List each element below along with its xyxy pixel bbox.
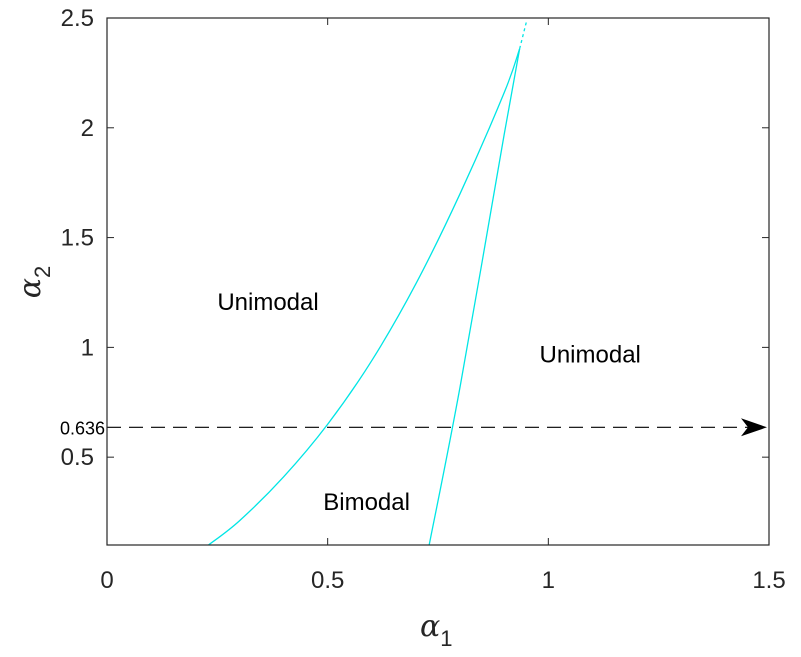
y-axis-label: α2 (13, 266, 55, 299)
y-tick-label: 1 (81, 334, 94, 361)
y-tick-label: 2.5 (61, 5, 94, 32)
reference-layer: 0.636 (60, 418, 767, 438)
series-line-2 (428, 48, 521, 546)
tick-layer: 0 0.5 1 1.5 0.5 1 1.5 2 2.5 (61, 5, 786, 594)
reference-arrowhead (741, 418, 767, 437)
y-tick-label: 0.5 (61, 444, 94, 471)
x-tick-label: 0.5 (311, 567, 344, 594)
axes-box (106, 17, 770, 546)
x-axis-label: α1 (420, 609, 453, 651)
series-line-1 (208, 48, 521, 546)
plot-area (107, 18, 769, 545)
annotation-layer: Unimodal Unimodal Bimodal (217, 289, 641, 516)
series-layer (208, 22, 527, 546)
region-label-unimodal: Unimodal (217, 289, 318, 316)
x-tick-label: 1.5 (752, 567, 785, 594)
series-line-3 (519, 22, 527, 49)
y-tick-label: 2 (81, 115, 94, 142)
x-tick-label: 1 (542, 567, 555, 594)
region-label-bimodal: Bimodal (323, 489, 410, 516)
reference-line-label: 0.636 (60, 418, 105, 438)
x-tick-label: 0 (100, 567, 113, 594)
y-tick-label: 1.5 (61, 225, 94, 252)
region-label-unimodal: Unimodal (540, 342, 641, 369)
